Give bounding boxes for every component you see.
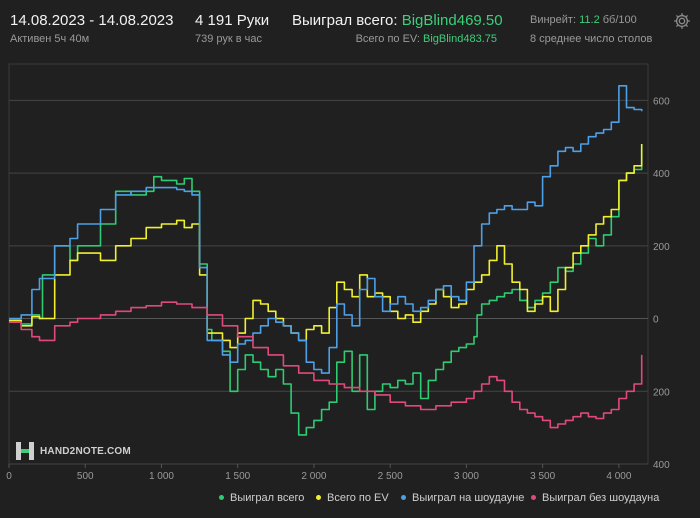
tick-labels: 600 400 200 0 200 400 0 500 1 000 1 500 2 000 2 500… xyxy=(6,96,670,482)
active-time: Активен 5ч 40м xyxy=(10,33,90,45)
ev-total-label: Всего по EV: xyxy=(355,33,423,45)
legend-item[interactable]: Выиграл всего xyxy=(219,492,304,504)
y-tick-label: 600 xyxy=(653,96,670,107)
ev-total-value: BigBlind483.75 xyxy=(422,33,497,45)
winrate-value: 11.2 xyxy=(579,14,600,26)
y-tick-label: 200 xyxy=(653,387,670,398)
legend-item[interactable]: Выиграл без шоудауна xyxy=(531,492,659,504)
y-tick-label: 400 xyxy=(653,460,670,471)
winrate-label: Винрейт: xyxy=(530,14,580,26)
x-tick-label: 4 000 xyxy=(606,471,631,482)
legend-item[interactable]: Выиграл на шоудауне xyxy=(401,492,524,504)
series-line-2ecc71 xyxy=(9,147,643,436)
date-range: 14.08.2023 - 14.08.2023 xyxy=(10,12,174,29)
x-tick-label: 2 500 xyxy=(378,471,403,482)
x-tick-label: 1 500 xyxy=(225,471,250,482)
legend-dot xyxy=(316,494,321,500)
avg-tables: 8 среднее число столов xyxy=(530,33,653,45)
won-total: Выиграл всего: BigBlind469.50 xyxy=(292,12,503,29)
ev-total: Всего по EV: BigBlind483.75 xyxy=(356,33,497,45)
hands-count: 4 191 Руки xyxy=(195,12,270,29)
legend-dot xyxy=(401,494,406,500)
x-tick-label: 0 xyxy=(6,471,12,482)
legend-dot xyxy=(531,494,536,500)
hands-per-hour: 739 рук в час xyxy=(195,33,263,45)
logo-text: HAND2NOTE.COM xyxy=(40,445,131,457)
series-line-f0f030 xyxy=(9,144,643,349)
series-line-e04a7a xyxy=(9,301,643,429)
series-lines xyxy=(9,85,643,436)
gear-icon[interactable] xyxy=(672,11,692,31)
x-tick-label: 3 500 xyxy=(530,471,555,482)
legend-item[interactable]: Всего по EV xyxy=(316,492,389,504)
winrate: Винрейт: 11.2 бб/100 xyxy=(530,14,637,26)
y-tick-label: 0 xyxy=(653,315,659,326)
y-tick-label: 200 xyxy=(653,242,670,253)
x-tick-label: 3 000 xyxy=(454,471,479,482)
won-total-value: BigBlind469.50 xyxy=(401,12,503,29)
legend-label: Выиграл без шоудауна xyxy=(542,492,660,504)
won-total-label: Выиграл всего: xyxy=(292,12,402,29)
legend-label: Всего по EV xyxy=(327,492,389,504)
x-tick-label: 500 xyxy=(77,471,94,482)
logo: HAND2NOTE.COM xyxy=(14,440,131,462)
y-tick-label: 400 xyxy=(653,169,670,180)
x-tick-label: 1 000 xyxy=(149,471,174,482)
legend-dot xyxy=(219,494,224,500)
legend-label: Выиграл на шоудауне xyxy=(412,492,525,504)
series-line-4d9fe8 xyxy=(9,85,643,374)
legend-label: Выиграл всего xyxy=(230,492,305,504)
x-tick-label: 2 000 xyxy=(301,471,326,482)
winrate-unit: бб/100 xyxy=(599,14,637,26)
h2n-logo-icon xyxy=(16,442,34,460)
